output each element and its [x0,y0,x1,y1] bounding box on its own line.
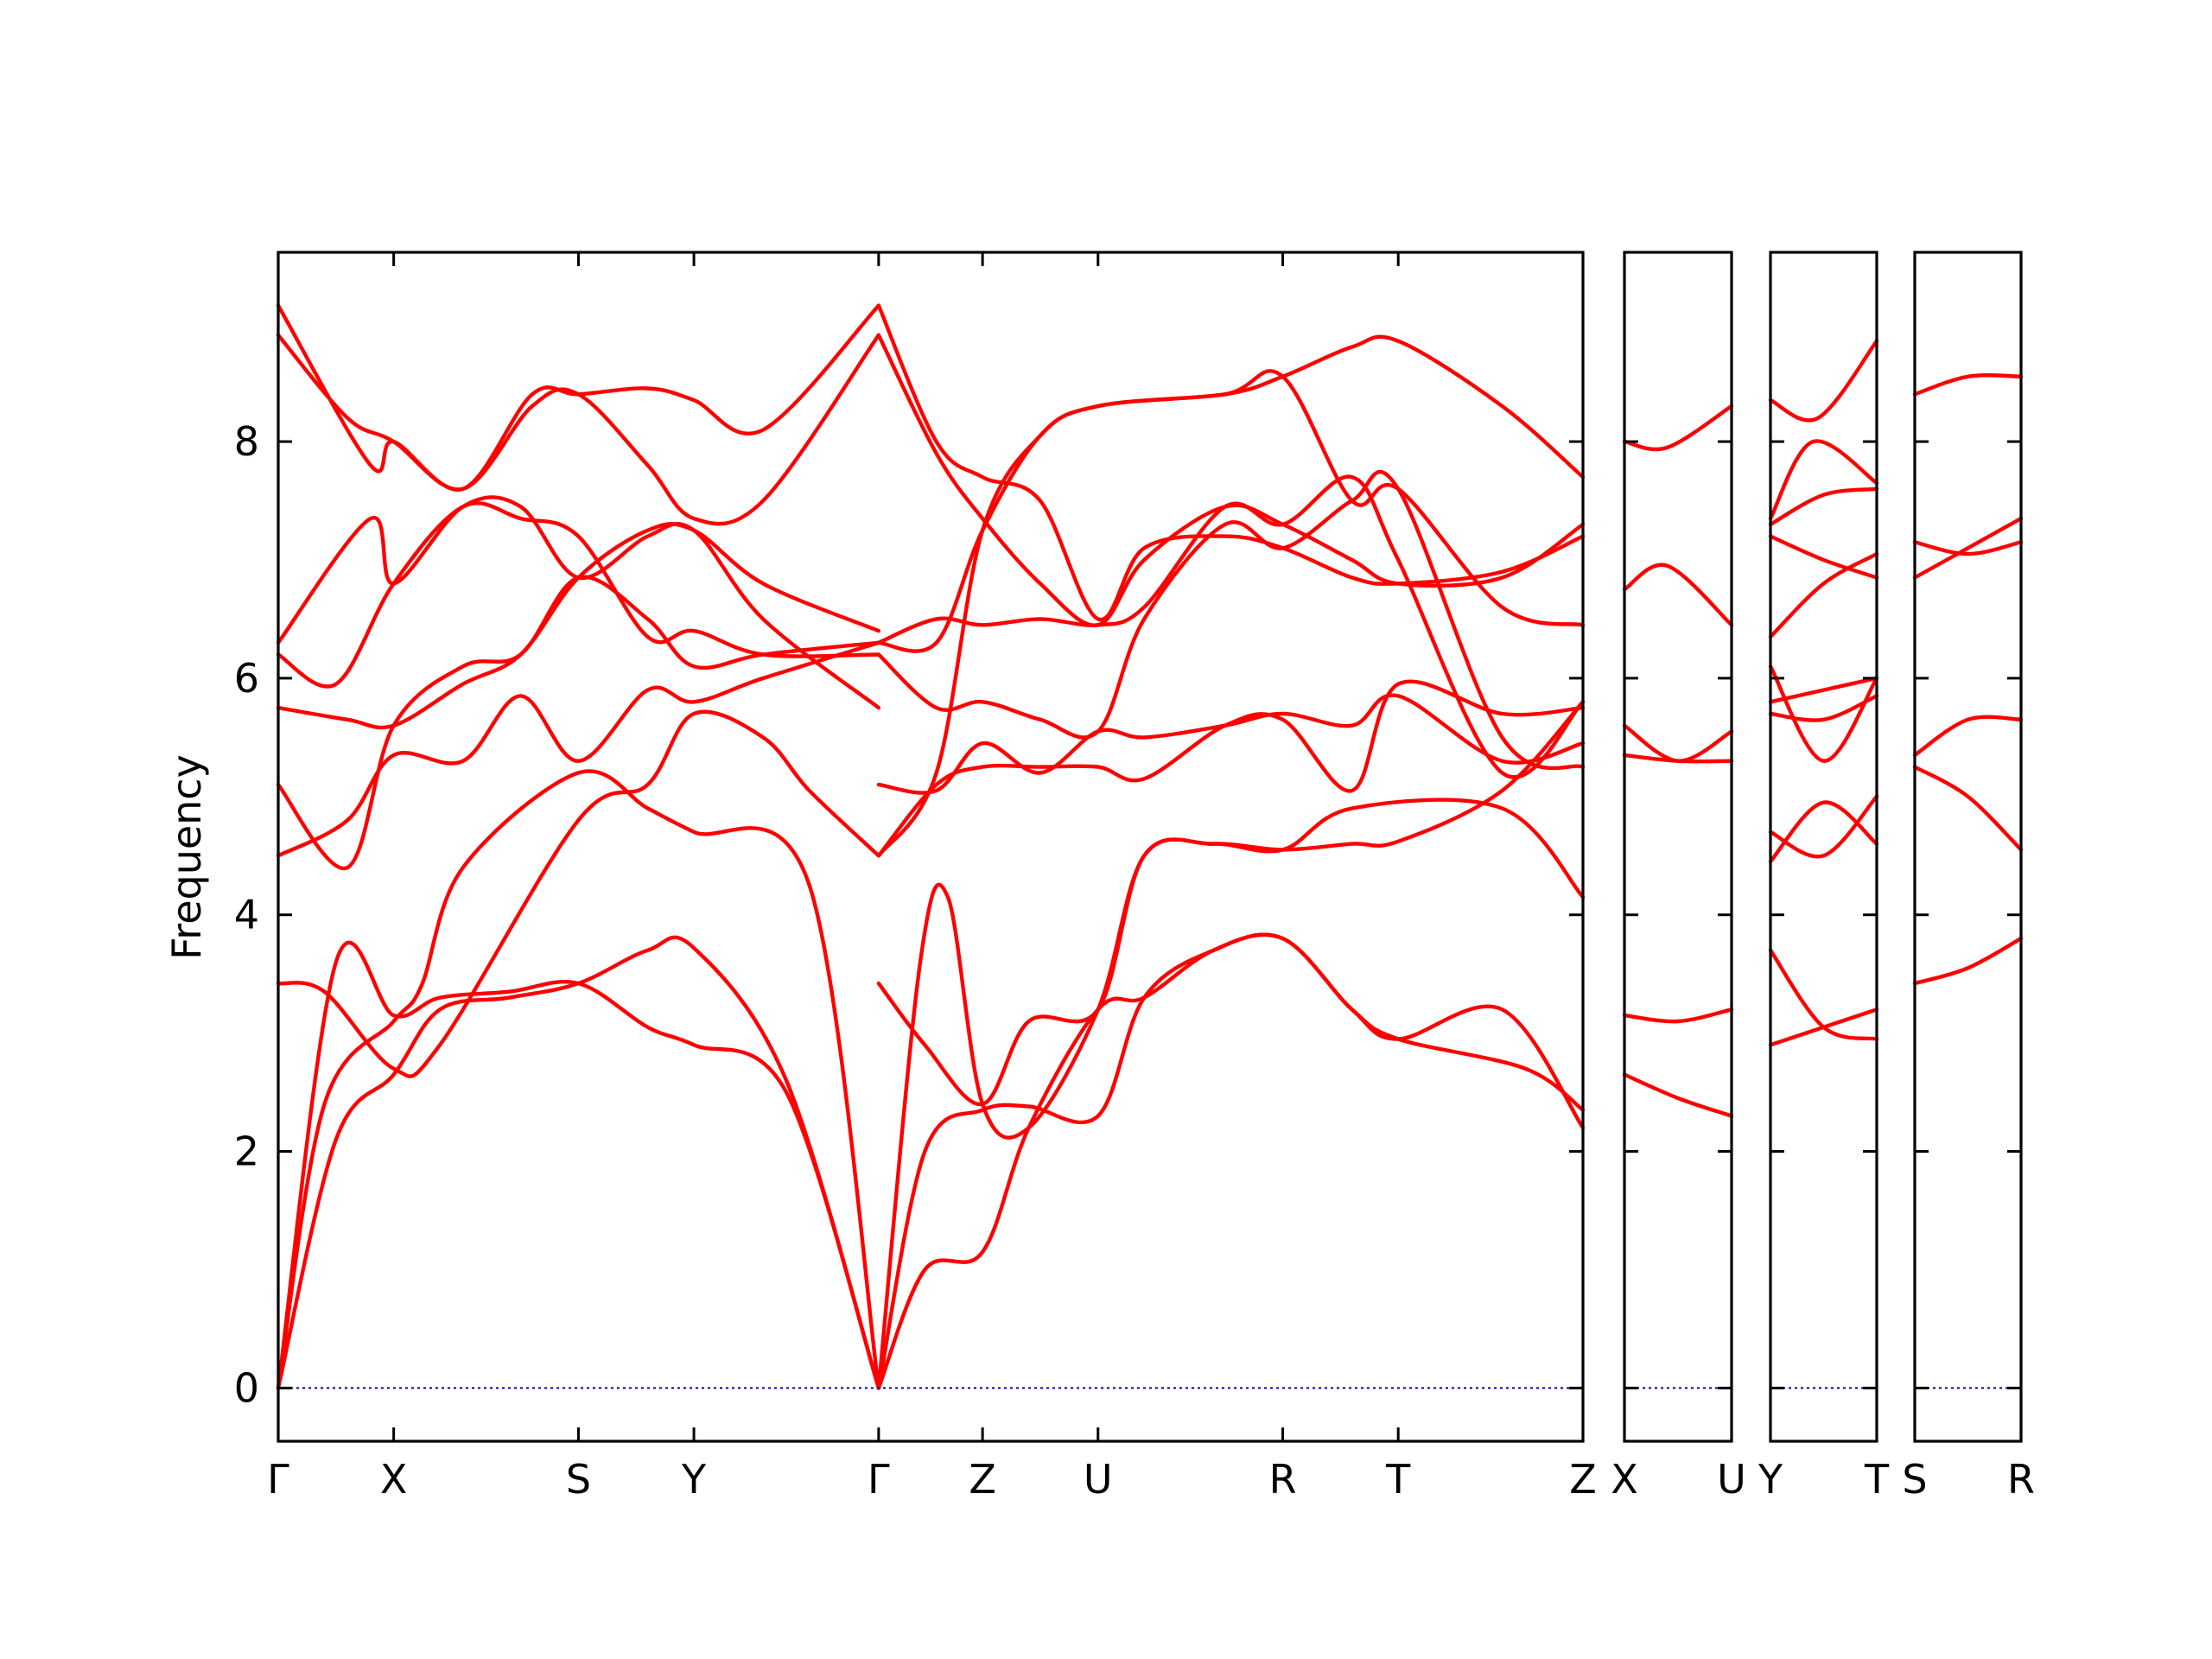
band-line-main-4 [276,709,881,1078]
band-line-main-13 [876,932,1586,1390]
band-line-S-R-3 [1912,715,2024,758]
band-line-main-15 [876,700,1586,1107]
y-tick-label: 4 [234,892,259,938]
band-line-Y-T-2 [1768,948,1879,1041]
y-tick-label: 6 [234,655,259,702]
band-line-Y-T-4 [1768,794,1879,859]
panel-frame [1913,251,2023,1443]
band-line-X-U-1 [1622,1072,1734,1118]
band-line-S-R-6 [1912,373,2024,397]
band-line-X-U-5 [1622,563,1734,627]
band-line-S-R-4 [1912,516,2024,580]
x-tick-label: T [1385,1456,1411,1503]
band-line-X-U-2 [1622,1007,1734,1024]
y-axis-label: Frequency [163,754,210,960]
band-line-S-R-5 [1912,540,2024,556]
band-line-main-17 [876,693,1586,795]
band-line-Y-T-7 [1768,676,1879,704]
band-line-main-1 [276,769,881,1390]
x-tick-label: Y [681,1456,707,1503]
x-tick-label: R [1269,1456,1297,1503]
x-tick-label: U [1084,1456,1113,1503]
x-tick-label: X [380,1456,408,1503]
band-line-main-18 [876,469,1586,771]
band-line-main-6 [276,575,881,871]
x-tick-label: Z [1569,1456,1597,1503]
band-line-main-5 [276,640,881,858]
band-line-main-16 [876,679,1586,858]
panel-frame [1623,251,1733,1443]
x-tick-label: T [1864,1456,1890,1503]
band-line-main-21 [876,303,1586,622]
x-tick-label: U [1717,1456,1746,1503]
band-line-main-12 [876,932,1586,1390]
band-line-main-22 [876,334,1586,653]
band-line-Y-T-8 [1768,551,1879,639]
band-line-X-U-6 [1622,404,1734,452]
x-tick-label: X [1611,1456,1638,1503]
band-line-main-8 [276,501,881,689]
y-tick-label: 2 [234,1128,259,1175]
band-line-main-10 [276,333,881,526]
band-line-main-23 [876,369,1586,858]
band-line-main-14 [876,798,1586,1390]
x-tick-label: Y [1758,1456,1783,1503]
panel-main: 0 2 4 6 8 Γ X S Y Γ Z U R T Z [234,251,1597,1503]
x-tick-label: Γ [267,1456,289,1503]
x-tick-label: S [1902,1456,1927,1503]
band-line-Y-T-3 [1768,800,1879,864]
panel-frame [1769,251,1878,1443]
band-line-main-3 [276,941,881,1390]
x-tick-label: Γ [868,1456,890,1503]
band-line-main-11 [276,303,881,492]
y-tick-label: 8 [234,418,259,465]
band-line-main-7 [276,522,881,730]
band-line-main-9 [276,495,881,710]
band-line-Y-T-11 [1768,439,1879,521]
band-line-S-R-2 [1912,765,2024,852]
panel-frame [276,251,1585,1443]
band-line-Y-T-12 [1768,339,1879,423]
band-line-Y-T-10 [1768,486,1879,527]
band-line-S-R-1 [1912,936,2024,986]
y-tick-label: 0 [234,1364,259,1411]
x-tick-label: Z [969,1456,996,1503]
band-line-X-U-4 [1622,723,1734,763]
band-line-main-2 [276,935,881,1390]
x-tick-label: R [2007,1456,2035,1503]
band-line-Y-T-6 [1768,664,1879,763]
band-line-Y-T-9 [1768,534,1879,580]
x-tick-label: S [566,1456,591,1503]
